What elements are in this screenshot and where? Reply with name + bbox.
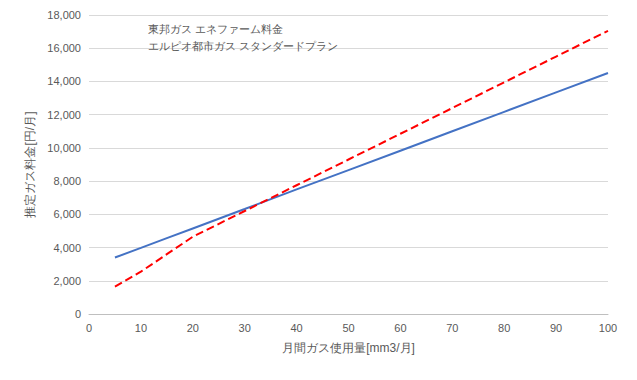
svg-text:90: 90 [550,322,562,334]
svg-text:40: 40 [290,322,302,334]
svg-text:10,000: 10,000 [47,142,81,154]
svg-text:10: 10 [135,322,147,334]
svg-text:14,000: 14,000 [47,75,81,87]
svg-text:6,000: 6,000 [53,208,81,220]
svg-text:東邦ガス エネファーム料金: 東邦ガス エネファーム料金 [148,23,283,35]
svg-text:60: 60 [394,322,406,334]
svg-text:推定ガス料金[円/月]: 推定ガス料金[円/月] [23,111,37,217]
svg-text:70: 70 [446,322,458,334]
svg-text:80: 80 [498,322,510,334]
svg-text:0: 0 [86,322,92,334]
svg-text:2,000: 2,000 [53,275,81,287]
svg-text:30: 30 [239,322,251,334]
svg-text:8,000: 8,000 [53,175,81,187]
svg-text:0: 0 [75,308,81,320]
svg-text:18,000: 18,000 [47,9,81,21]
svg-text:12,000: 12,000 [47,109,81,121]
svg-text:16,000: 16,000 [47,42,81,54]
svg-text:月間ガス使用量[mm3/月]: 月間ガス使用量[mm3/月] [282,341,415,355]
svg-text:50: 50 [342,322,354,334]
svg-text:エルピオ都市ガス スタンダードプラン: エルピオ都市ガス スタンダードプラン [148,40,338,52]
svg-text:20: 20 [187,322,199,334]
svg-text:4,000: 4,000 [53,242,81,254]
svg-text:100: 100 [599,322,617,334]
